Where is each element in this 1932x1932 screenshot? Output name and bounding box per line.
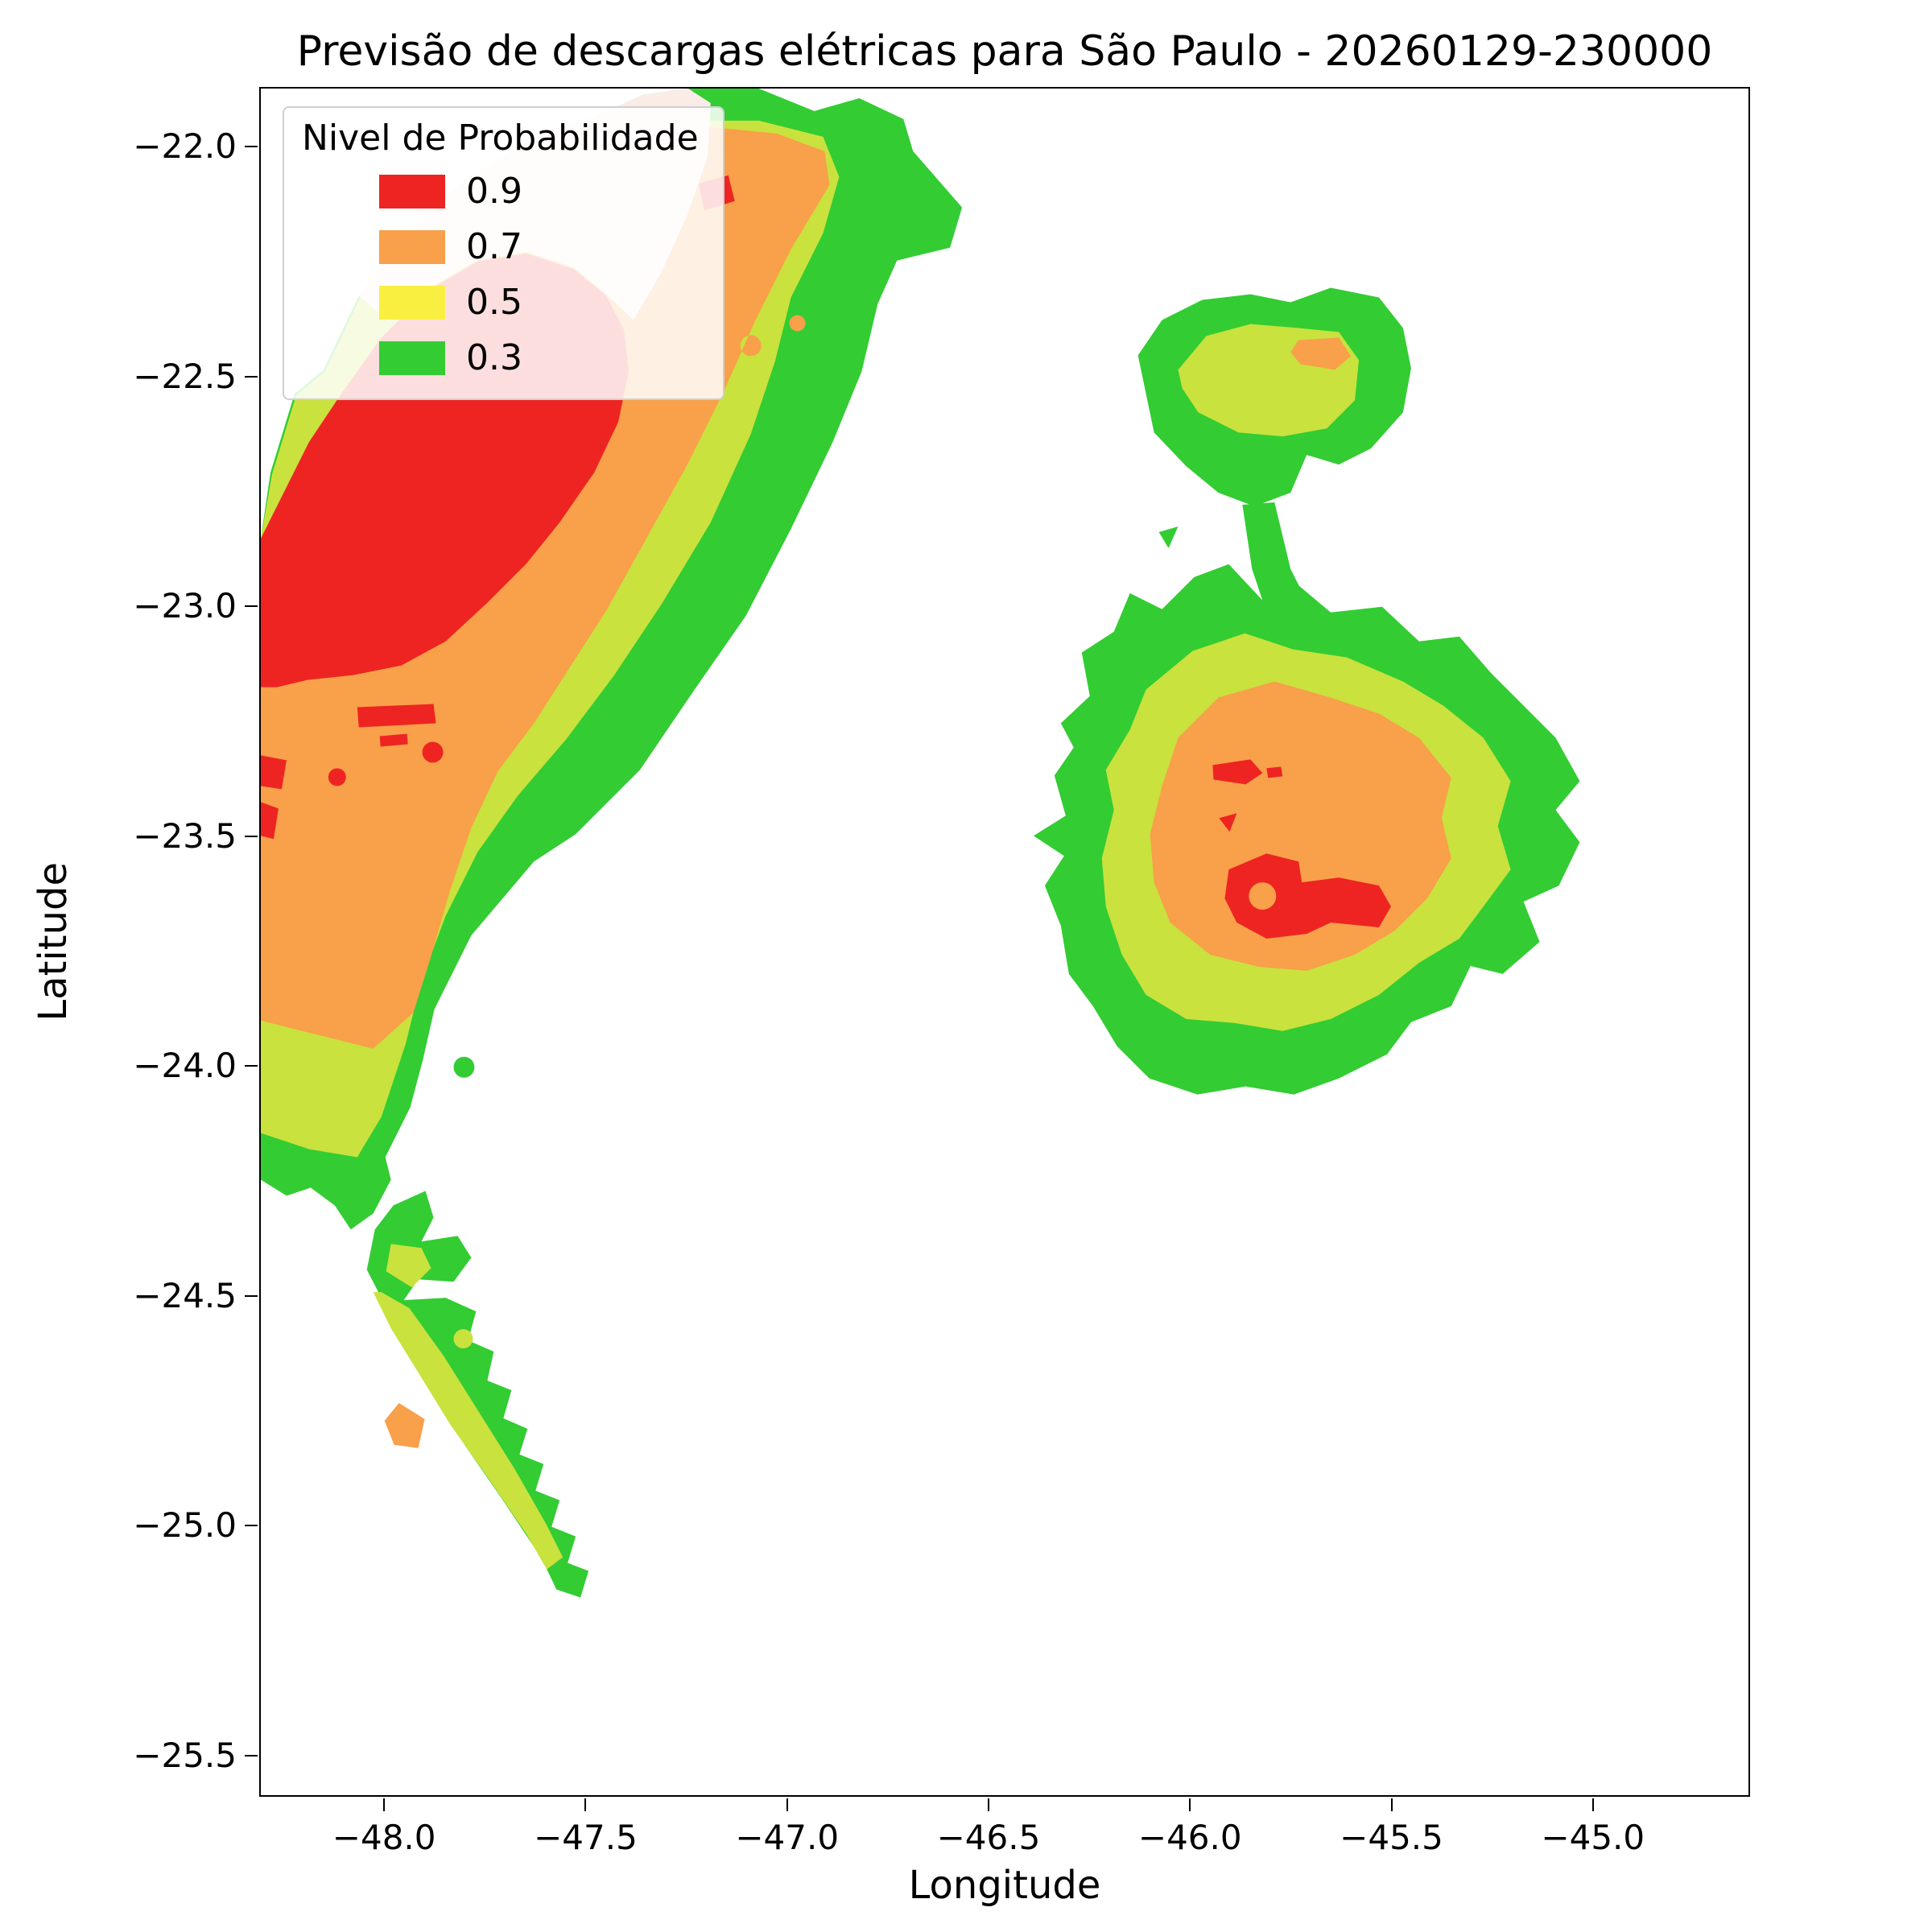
x-axis-label: Longitude [908,1863,1101,1908]
contour-region-isolated-dot-p30 [453,1056,475,1078]
legend-entry-0.5: 0.5 [302,275,699,330]
contour-region-east-storm-p90 [1212,759,1391,939]
x-tick-label: −45.0 [1541,1818,1645,1857]
x-tick-mark [1390,1798,1393,1811]
contour-region-sw-cell-p50 [373,1244,564,1570]
legend-swatch-0.5 [379,285,445,320]
legend-entry-0.3: 0.3 [302,330,699,386]
y-tick-label: −25.5 [133,1735,237,1775]
plot-area: Nivel de Probabilidade 0.9 0.7 0.5 0.3 [259,87,1750,1797]
y-tick-label: −24.0 [133,1046,237,1086]
legend-entries: 0.9 0.7 0.5 0.3 [302,163,699,386]
x-tick-mark [383,1798,386,1811]
y-tick-mark [245,1065,258,1067]
x-tick-mark [1591,1798,1594,1811]
contour-region-ne-cell-p70 [1290,337,1352,370]
legend-swatch-0.9 [379,174,445,208]
x-tick-mark [987,1798,989,1811]
legend-label: 0.3 [466,337,522,378]
legend-swatch-0.3 [379,341,445,375]
x-tick-label: −47.0 [735,1818,840,1857]
x-tick-label: −47.5 [534,1818,638,1857]
x-tick-mark [584,1798,587,1811]
y-tick-mark [245,1294,258,1297]
y-tick-label: −22.5 [133,356,237,396]
legend-title: Nivel de Probabilidade [302,118,699,159]
legend-label: 0.9 [466,171,522,212]
y-tick-mark [245,375,258,378]
y-tick-label: −23.5 [133,815,237,856]
y-tick-label: −23.0 [133,586,237,626]
x-tick-mark [786,1798,788,1811]
legend-entry-0.7: 0.7 [302,219,699,275]
x-tick-mark [1189,1798,1191,1811]
y-tick-mark [245,1754,258,1757]
x-tick-label: −48.0 [332,1818,436,1857]
legend-label: 0.7 [466,226,522,267]
legend-entry-0.9: 0.9 [302,163,699,219]
x-tick-label: −46.0 [1137,1818,1242,1857]
legend-label: 0.5 [466,282,522,323]
x-tick-label: −46.5 [936,1818,1041,1857]
y-tick-mark [245,146,258,148]
contour-region-sw-cell-p70 [384,1402,425,1448]
x-tick-label: −45.5 [1340,1818,1443,1857]
y-tick-label: −25.0 [133,1505,237,1546]
legend: Nivel de Probabilidade 0.9 0.7 0.5 0.3 [283,106,724,400]
contour-region-sw-cell-p30 [366,1191,589,1598]
legend-swatch-0.7 [379,229,445,264]
chart-title: Previsão de descargas elétricas para São… [296,27,1713,76]
y-tick-mark [245,605,258,608]
y-tick-mark [245,835,258,837]
y-axis-label: Latitude [31,862,76,1022]
y-tick-label: −24.5 [133,1275,237,1315]
y-tick-label: −22.0 [133,126,237,167]
y-tick-mark [245,1525,258,1527]
